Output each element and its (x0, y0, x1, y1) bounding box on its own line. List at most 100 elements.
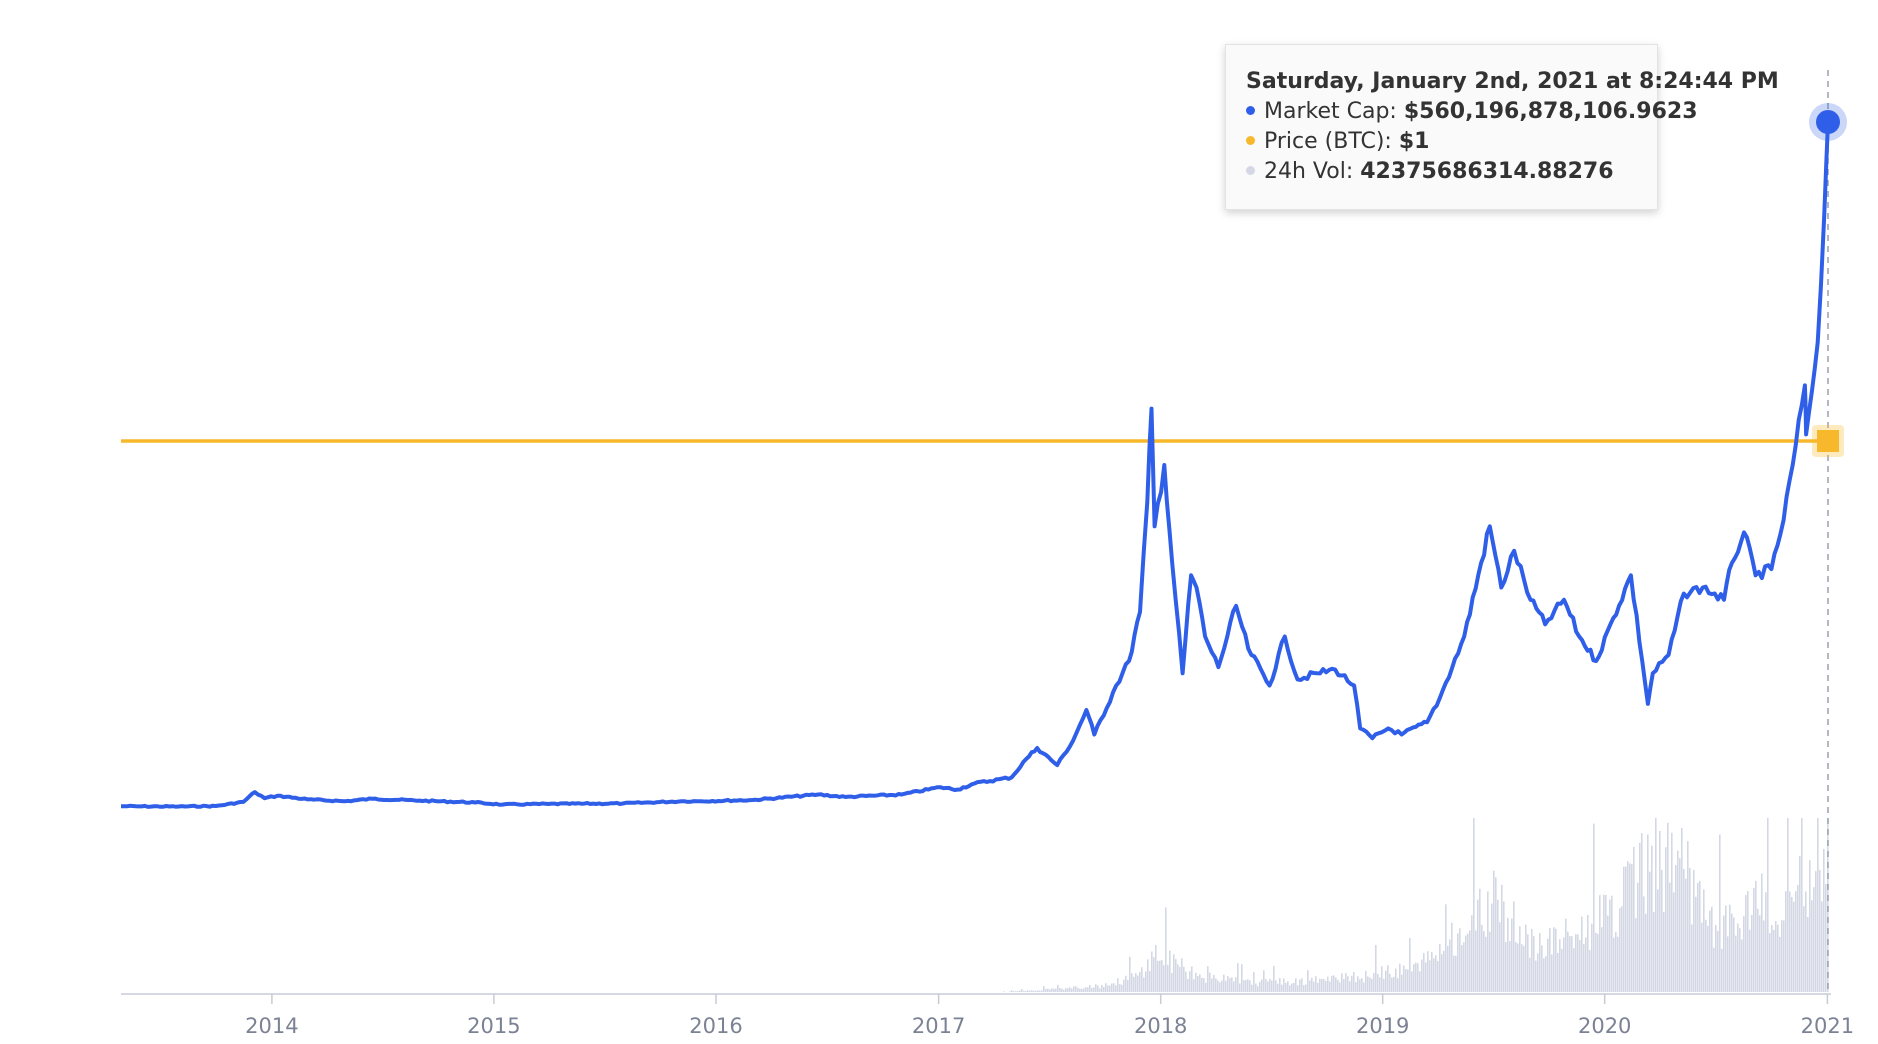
volume-bar (1019, 990, 1021, 992)
volume-bar (1787, 818, 1789, 992)
volume-bar (1125, 975, 1127, 992)
volume-bar (1159, 960, 1161, 992)
volume-bar (1041, 990, 1043, 992)
volume-bar (1053, 988, 1055, 992)
volume-bar (1657, 889, 1659, 992)
volume-bar (1481, 924, 1483, 992)
volume-bar (1479, 888, 1481, 992)
volume-bar (1469, 930, 1471, 992)
volume-bar (1639, 842, 1641, 992)
tooltip-value-market-cap: $560,196,878,106.9623 (1403, 99, 1698, 124)
volume-bar (1745, 895, 1747, 992)
volume-bar (1613, 937, 1615, 992)
volume-bar (1211, 978, 1213, 992)
volume-bar (1733, 917, 1735, 992)
volume-bar (1215, 978, 1217, 992)
volume-bar (1025, 991, 1027, 992)
volume-bar (1069, 987, 1071, 992)
volume-bar (1429, 960, 1431, 992)
volume-bar (1045, 988, 1047, 992)
volume-bar (1543, 958, 1545, 992)
volume-bar (1079, 988, 1081, 992)
volume-bar (1645, 913, 1647, 992)
volume-bar (1701, 922, 1703, 992)
volume-bar (1793, 901, 1795, 992)
volume-bar (1113, 983, 1115, 992)
volume-bar (1465, 935, 1467, 992)
volume-bar (1357, 976, 1359, 992)
volume-bar (1151, 951, 1153, 992)
volume-bar (1067, 988, 1069, 992)
volume-bar (1527, 934, 1529, 992)
x-axis: 2014 2015 2016 2017 2018 2019 2020 2021 (245, 994, 1854, 1038)
volume-bar (1071, 988, 1073, 992)
volume-bar (1223, 974, 1225, 992)
volume-bar (1653, 912, 1655, 992)
volume-bar (1089, 985, 1091, 992)
volume-bar (1387, 965, 1389, 992)
volume-bar (1737, 923, 1739, 992)
volume-bar (1467, 933, 1469, 992)
volume-bar (1707, 925, 1709, 992)
volume-bar (1351, 975, 1353, 992)
x-tick-label: 2019 (1356, 1014, 1409, 1038)
volume-bar (1537, 953, 1539, 992)
volume-bar (1419, 971, 1421, 992)
volume-bar (1097, 985, 1099, 992)
volume-bar (1195, 972, 1197, 992)
volume-bar (1815, 871, 1817, 992)
volume-bar (1821, 901, 1823, 992)
volume-bar (1167, 965, 1169, 992)
volume-bar (1121, 984, 1123, 992)
x-tick-label: 2018 (1134, 1014, 1187, 1038)
volume-bar (1237, 963, 1239, 992)
volume-bar (1257, 986, 1259, 992)
volume-bar (1339, 982, 1341, 992)
volume-bar (1695, 896, 1697, 992)
volume-bar (1789, 891, 1791, 992)
volume-bar (1133, 976, 1135, 992)
volume-bar (1185, 971, 1187, 992)
volume-bar (1735, 935, 1737, 992)
volume-bar (1143, 977, 1145, 992)
volume-bar (1039, 990, 1041, 992)
volume-bar (1509, 941, 1511, 992)
volume-bar (1483, 931, 1485, 992)
volume-bar (1091, 988, 1093, 992)
volume-bar (1219, 982, 1221, 992)
volume-bar (1643, 896, 1645, 992)
volume-bar (1081, 988, 1083, 992)
volume-bar (1175, 959, 1177, 992)
volume-bar (1209, 972, 1211, 992)
volume-bar (1463, 942, 1465, 992)
volume-bar (1261, 979, 1263, 992)
volume-bar (1035, 990, 1037, 992)
volume-bar (1197, 976, 1199, 992)
volume-bar (1367, 976, 1369, 992)
volume-bar (1503, 901, 1505, 992)
volume-bar (1595, 932, 1597, 992)
volume-bar (1663, 912, 1665, 992)
volume-bar (1455, 955, 1457, 992)
volume-bar (1661, 869, 1663, 992)
volume-bar (1625, 866, 1627, 992)
volume-bar (1359, 979, 1361, 992)
volume-bar (1785, 891, 1787, 992)
volume-bar (1389, 973, 1391, 992)
volume-bar (1535, 960, 1537, 992)
volume-bar (1015, 991, 1017, 992)
volume-bar (1179, 966, 1181, 992)
volume-bar (1303, 985, 1305, 992)
volume-bar (1779, 936, 1781, 992)
volume-bar (1417, 963, 1419, 992)
volume-dot-icon (1246, 165, 1255, 175)
volume-bar (1761, 873, 1763, 992)
volume-bar (1407, 969, 1409, 992)
volume-bar (1769, 933, 1771, 992)
volume-bar (1077, 987, 1079, 992)
volume-bar (1715, 925, 1717, 992)
volume-bar (1355, 982, 1357, 992)
volume-bar (1201, 977, 1203, 992)
volume-bar (1433, 958, 1435, 992)
volume-bar (1631, 864, 1633, 992)
